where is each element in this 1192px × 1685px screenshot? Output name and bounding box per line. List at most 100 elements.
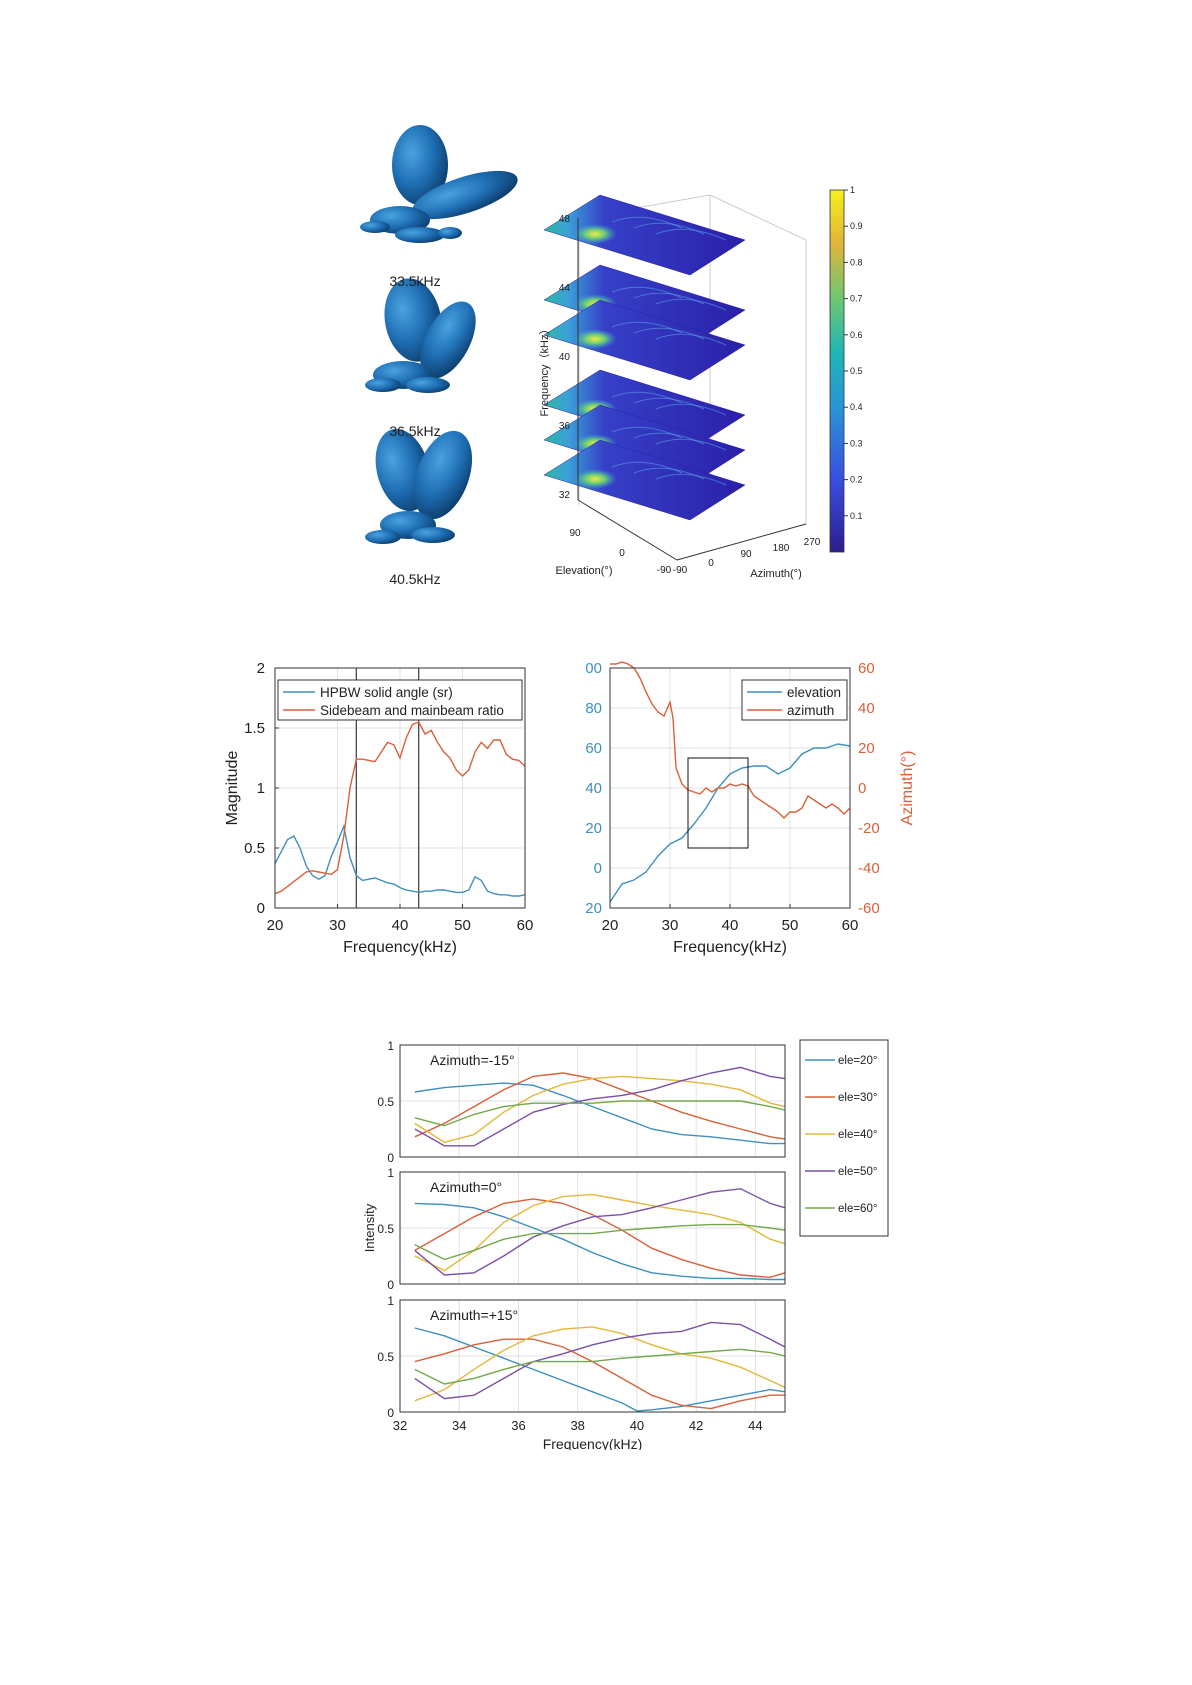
slice-ytick-44: 44 — [559, 283, 571, 294]
chart-group: 20 30 40 50 60 0 0.5 1 1.5 2 Frequency(kHz) Magnitu… — [225, 660, 533, 956]
slice-peak — [573, 224, 617, 244]
legend: ele=20° ele=30° ele=40° ele=50° ele=60° — [799, 1039, 889, 1237]
colorbar — [829, 189, 845, 553]
y-tick-label: 0 — [257, 900, 265, 917]
x-tick-label: 32 — [393, 1418, 407, 1433]
x-tick-label: 38 — [570, 1418, 584, 1433]
panel-title: Azimuth=+15° — [430, 1307, 518, 1323]
x-tick-label: 40 — [392, 917, 409, 934]
series-line-3 — [414, 1188, 786, 1276]
x-tick-label: 20 — [267, 917, 284, 934]
x-axis-label: Frequency(kHz) — [673, 939, 787, 956]
lobe-40-5khz — [365, 428, 473, 544]
legend-box — [799, 1039, 889, 1237]
slices-y-ticks: 48 44 40 36 32 — [559, 214, 571, 501]
slice-plane — [543, 194, 746, 276]
slice-contour — [655, 438, 727, 451]
slice-azi-tick-0: 0 — [708, 558, 714, 569]
series-line-azimuth — [610, 661, 851, 819]
y-tick-label: 2 — [257, 660, 265, 677]
y-tick-label: 1 — [387, 1166, 394, 1180]
y-axis-label: Intensity — [362, 1203, 377, 1252]
x-tick-label: 34 — [452, 1418, 466, 1433]
series-line-4 — [414, 1348, 786, 1385]
slices-axes — [577, 218, 807, 561]
slice-contour — [655, 298, 727, 311]
intensity-charts: 0 0.5 1 Azimuth=-15° 0 0.5 1 Azimuth=0° Intensit… — [362, 1039, 889, 1450]
legend-label: ele=60° — [838, 1203, 877, 1215]
series-line-0 — [274, 823, 526, 897]
beam-lobes: 33.5kHz 36.5kHz 40.5kHz — [360, 125, 518, 587]
y2-tick-label: 20 — [858, 740, 875, 757]
lobe-label-33-5khz: 33.5kHz — [389, 273, 440, 289]
series-line-2 — [414, 1326, 786, 1402]
axes-box — [399, 1299, 786, 1413]
series-line-1 — [274, 721, 526, 895]
slice-contour — [655, 473, 727, 486]
beam-pattern-figure: 33.5kHz 36.5kHz 40.5kHz — [0, 0, 1192, 600]
slice-elev-tick-0: 0 — [619, 548, 625, 559]
y2-tick-label: 40 — [858, 700, 875, 717]
slice-elev-tick-90: 90 — [569, 528, 581, 539]
slice-contour — [655, 403, 727, 416]
legend-label: Sidebeam and mainbeam ratio — [320, 703, 504, 718]
slice-elev-tick--90: -90 — [657, 565, 672, 576]
x-tick-label: 20 — [602, 917, 619, 934]
series-line-3 — [414, 1321, 786, 1400]
series-line-0 — [414, 1202, 785, 1281]
y-tick-label: 80 — [585, 700, 602, 717]
series-line-1 — [414, 1198, 786, 1279]
y-tick-label: 60 — [585, 740, 602, 757]
legend-label: ele=20° — [838, 1055, 877, 1067]
slice-plane — [543, 299, 746, 381]
legend: elevation azimuth — [741, 679, 848, 721]
y2-tick-label: -20 — [858, 820, 880, 837]
y-tick-label: 1 — [257, 780, 265, 797]
colorbar-tick-label: 0.4 — [850, 402, 863, 412]
colorbar-tick-label: 0.8 — [850, 257, 863, 267]
colorbar-tick-label: 0.2 — [850, 475, 863, 485]
slice-ytick-48: 48 — [559, 214, 571, 225]
chart-group: 0 0.5 1 Azimuth=+15° 32 34 36 38 40 42 44 Frequency… — [377, 1294, 786, 1450]
y2-axis-label: Azimuth(°) — [899, 751, 916, 826]
series-line-2 — [414, 1193, 786, 1272]
y-tick-label: 0.5 — [377, 1095, 394, 1109]
x-tick-label: 30 — [662, 917, 679, 934]
lobe-33-5khz — [360, 125, 518, 243]
axes-box — [399, 1044, 786, 1158]
y-tick-label: 100 — [585, 660, 602, 677]
series-line-1 — [414, 1338, 785, 1410]
x-tick-label: 60 — [842, 917, 859, 934]
series-line-elevation — [609, 743, 851, 903]
series-line-1 — [414, 1072, 786, 1140]
slices-azi-label: Azimuth(°) — [750, 568, 801, 580]
x-tick-label: 50 — [782, 917, 799, 934]
highlight-box — [687, 757, 749, 849]
series-line-4 — [414, 1100, 786, 1127]
x-tick-label: 30 — [329, 917, 346, 934]
x-tick-label: 50 — [454, 917, 471, 934]
slices-ylabel: Frequency（kHz） — [538, 324, 551, 417]
legend-label: elevation — [787, 685, 841, 700]
x-tick-label: 60 — [517, 917, 534, 934]
y-tick-label: 0 — [387, 1406, 394, 1420]
colorbar-tick-label: 1 — [850, 185, 855, 195]
x-tick-label: 40 — [722, 917, 739, 934]
series-line-2 — [414, 1075, 786, 1144]
slice-ytick-32: 32 — [559, 490, 571, 501]
x-tick-label: 40 — [630, 1418, 644, 1433]
colorbar-tick-label: 0.1 — [850, 511, 863, 521]
colorbar-ticks: 1 0.9 0.8 0.7 0.6 0.5 0.4 0.3 0.2 0.1 — [844, 185, 863, 521]
slice-azi-tick-180: 180 — [773, 543, 790, 554]
y-tick-label: 1 — [387, 1294, 394, 1308]
panel-title: Azimuth=-15° — [430, 1052, 515, 1068]
colorbar-tick-label: 0.5 — [850, 366, 863, 376]
series-line-0 — [414, 1327, 786, 1412]
elevation-azimuth-chart: 20 30 40 50 60 -20 0 20 40 60 80 100 -60 -40 -20 0 20 40 6… — [585, 660, 916, 956]
slice-layers — [543, 194, 746, 521]
y-tick-label: 0.5 — [377, 1222, 394, 1236]
chart-group: 20 30 40 50 60 -20 0 20 40 60 80 100 -60 -40 -20 0 20 40 6… — [585, 660, 916, 956]
series-line-3 — [414, 1066, 786, 1147]
y2-tick-label: 0 — [858, 780, 866, 797]
y-tick-label: 1 — [387, 1039, 394, 1053]
